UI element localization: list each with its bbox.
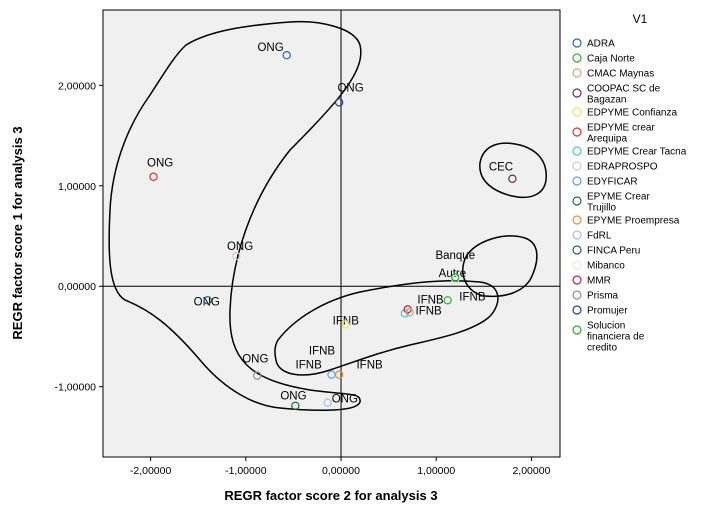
legend-label: FdRL — [587, 231, 612, 242]
data-point — [149, 172, 158, 181]
point-annotation: IFNB — [309, 346, 336, 358]
legend-marker — [572, 68, 582, 78]
legend-label: Solucion financiera de credito — [587, 321, 645, 354]
outline-ifnb — [274, 280, 499, 376]
legend-marker — [572, 305, 582, 315]
reference-lines — [103, 10, 560, 457]
point-annotation: IFNB — [459, 291, 486, 303]
legend: V1 ADRA Caja Norte CMAC Maynas COOPAC SC de… — [572, 12, 687, 354]
x-tick-label: -1,00000 — [225, 465, 267, 477]
data-points — [149, 51, 517, 410]
point-annotation: CEC — [489, 162, 513, 174]
data-point — [405, 308, 414, 317]
legend-label: Promujer — [587, 306, 628, 317]
legend-marker — [572, 161, 582, 171]
legend-label: ADRA — [587, 39, 615, 50]
legend-label: Prisma — [587, 291, 619, 302]
legend-label: EDPYME crear Arequipa — [587, 123, 655, 145]
legend-label: Caja Norte — [587, 54, 635, 65]
legend-marker — [572, 196, 582, 206]
data-point — [508, 174, 517, 183]
legend-marker — [572, 107, 582, 117]
y-tick-label: -1,00000 — [55, 382, 97, 394]
point-annotation: Banque — [435, 250, 475, 262]
y-tick-label: 1,00000 — [58, 181, 96, 193]
legend-label: Mibanco — [587, 261, 625, 272]
data-point — [323, 398, 332, 407]
legend-label: CMAC Maynas — [587, 69, 654, 80]
point-annotation: IFNB — [417, 294, 444, 306]
legend-marker — [572, 230, 582, 240]
legend-marker — [572, 260, 582, 270]
outline-cec — [479, 142, 547, 199]
data-point — [291, 401, 300, 410]
legend-marker — [572, 215, 582, 225]
y-tick-label: 2,00000 — [58, 80, 96, 92]
legend-label: EPYME Crear Trujillo — [587, 192, 650, 214]
legend-marker — [572, 275, 582, 285]
legend-marker — [572, 290, 582, 300]
data-point — [232, 251, 241, 261]
legend-label: MMR — [587, 276, 611, 287]
point-annotation: ONG — [337, 82, 363, 94]
legend-label: EPYME Proempresa — [587, 216, 680, 227]
legend-label: FINCA Peru — [587, 246, 640, 257]
x-tick-label: 2,00000 — [512, 465, 550, 477]
x-tick-label: -2,00000 — [130, 465, 172, 477]
point-annotation: IFNB — [416, 305, 443, 317]
legend-title: V1 — [633, 12, 648, 26]
y-axis: 2,00000 1,00000 0,00000 -1,00000 — [55, 80, 103, 394]
x-tick-label: 1,00000 — [417, 465, 455, 477]
x-axis-title: REGR factor score 2 for analysis 3 — [224, 488, 437, 503]
y-axis-title: REGR factor score 1 for analysis 3 — [10, 126, 25, 339]
data-point — [203, 296, 212, 305]
data-point — [334, 370, 344, 379]
legend-label: EDPYME Confianza — [587, 108, 677, 119]
data-point — [253, 371, 262, 380]
legend-marker — [572, 38, 582, 48]
point-annotation: ONG — [332, 394, 358, 406]
point-annotation: ONG — [257, 42, 283, 54]
point-annotation: ONG — [194, 296, 220, 308]
point-annotation: ONG — [227, 241, 253, 253]
point-annotation: ONG — [147, 158, 173, 170]
point-annotation: IFNB — [296, 360, 323, 372]
legend-label: EDPYME Crear Tacna — [587, 147, 687, 158]
point-annotation: IFNB — [356, 360, 383, 372]
x-axis: -2,00000 -1,00000 0,00000 1,00000 2,00000 — [130, 457, 551, 477]
legend-label: COOPAC SC de Bagazan — [587, 84, 661, 106]
legend-marker — [572, 245, 582, 255]
outline-ong — [108, 20, 362, 411]
data-point — [341, 320, 350, 329]
legend-label: EDYFICAR — [587, 177, 638, 188]
legend-label: EDRAPROSPO — [587, 162, 658, 173]
legend-marker — [572, 88, 582, 98]
point-annotation: ONG — [280, 391, 306, 403]
y-tick-label: 0,00000 — [58, 281, 96, 293]
legend-marker — [572, 127, 582, 137]
data-point — [282, 51, 291, 60]
plot-area — [102, 9, 561, 458]
data-point — [443, 296, 452, 305]
data-point — [451, 272, 460, 282]
x-tick-label: 0,00000 — [322, 465, 360, 477]
legend-marker — [572, 53, 582, 63]
point-annotation: ONG — [242, 354, 268, 366]
group-outlines — [108, 20, 547, 411]
legend-marker — [572, 176, 582, 186]
outline-banque-autre — [462, 235, 538, 298]
legend-marker — [572, 146, 582, 156]
legend-marker — [572, 325, 582, 335]
data-point — [334, 98, 344, 107]
